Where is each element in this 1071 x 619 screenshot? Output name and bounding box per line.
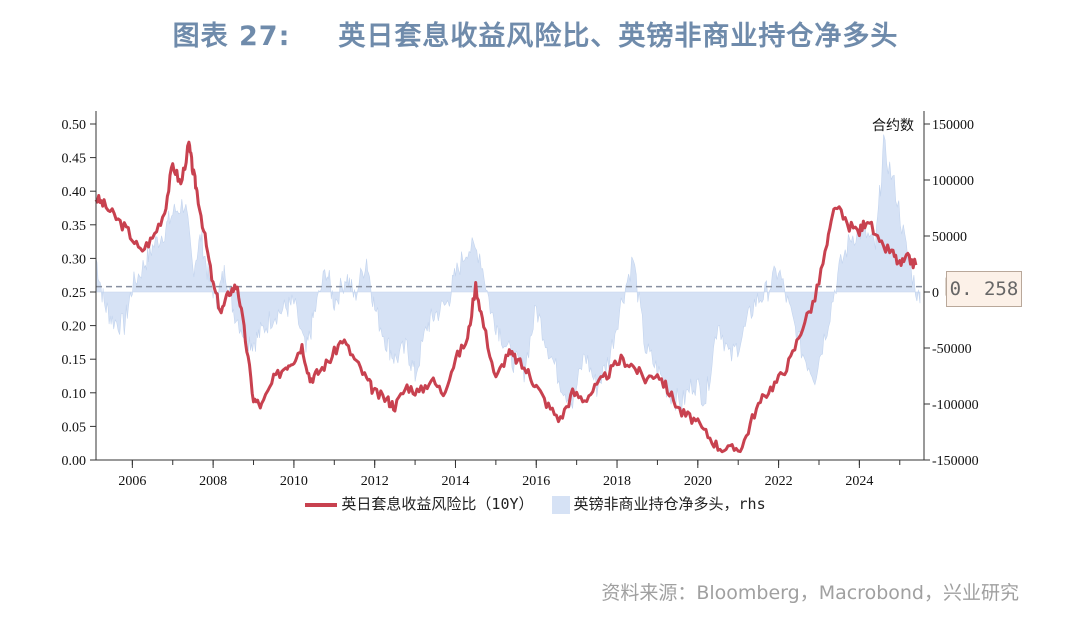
reference-value-label: 0. 258 [949, 278, 1019, 300]
legend-line-swatch [305, 502, 338, 507]
left-tick-label: 0.25 [62, 286, 87, 301]
x-tick-label: 2012 [361, 474, 389, 489]
x-tick-label: 2018 [603, 474, 631, 489]
legend-area-label: 英镑非商业持仓净多头，rhs [573, 495, 766, 513]
right-tick-label: -50000 [932, 342, 972, 357]
legend-area-swatch [551, 495, 570, 514]
left-tick-label: 0.15 [62, 353, 87, 368]
carry-ratio-line-group [94, 140, 918, 454]
right-tick-label: 150000 [932, 118, 974, 133]
left-tick-label: 0.30 [62, 252, 87, 267]
x-tick-label: 2008 [199, 474, 227, 489]
x-tick-label: 2024 [845, 474, 873, 489]
chart-title-text: 英日套息收益风险比、英镑非商业持仓净多头 [338, 21, 899, 52]
legend: 英日套息收益风险比（10Y） 英镑非商业持仓净多头，rhs [0, 493, 1071, 514]
left-tick-label: 0.10 [62, 387, 87, 402]
left-tick-label: 0.35 [62, 219, 87, 234]
right-tick-label: 50000 [932, 230, 967, 245]
legend-line-label: 英日套息收益风险比（10Y） [341, 495, 534, 513]
chart-title: 图表 27: 英日套息收益风险比、英镑非商业持仓净多头 [0, 14, 1071, 53]
x-tick-label: 2020 [684, 474, 712, 489]
carry-ratio-line [94, 140, 918, 454]
reference-value-callout: 0. 258 [946, 271, 1022, 307]
right-axis-unit-label: 合约数 [872, 118, 914, 134]
source-note: 资料来源：Bloomberg，Macrobond，兴业研究 [601, 582, 1019, 604]
right-tick-label: -150000 [932, 454, 979, 469]
net-long-area-group [95, 134, 921, 412]
left-tick-label: 0.00 [62, 454, 87, 469]
left-tick-label: 0.05 [62, 420, 87, 435]
left-tick-label: 0.20 [62, 320, 87, 335]
x-tick-label: 2014 [441, 474, 469, 489]
right-tick-label: 100000 [932, 174, 974, 189]
axes-group: 0.00 0.05 0.10 0.15 0.20 0.25 0.30 0.35 0.40 0.45… [62, 111, 979, 489]
left-tick-label: 0.45 [62, 152, 87, 167]
x-tick-label: 2006 [118, 474, 146, 489]
net-long-area [95, 134, 921, 412]
left-tick-label: 0.50 [62, 118, 87, 133]
chart-title-label: 图表 27: [172, 21, 291, 52]
right-tick-label: -100000 [932, 398, 979, 413]
x-tick-label: 2016 [522, 474, 550, 489]
x-tick-label: 2022 [765, 474, 793, 489]
right-tick-label: 0 [932, 286, 939, 301]
x-tick-label: 2010 [280, 474, 308, 489]
left-tick-label: 0.40 [62, 185, 87, 200]
